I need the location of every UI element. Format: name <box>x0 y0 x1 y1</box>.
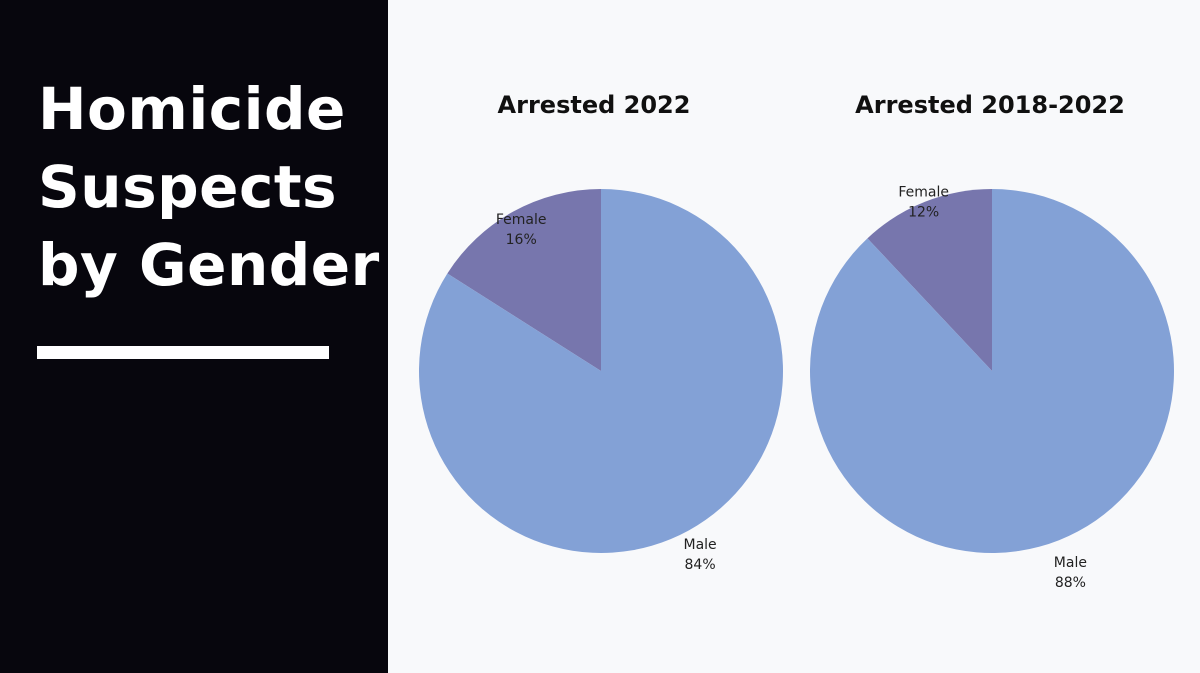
slice-value-label: 84% <box>685 557 716 573</box>
pie-slice-female <box>447 189 601 371</box>
slice-label: Male <box>1054 555 1087 571</box>
slice-value-label: 88% <box>1055 575 1086 591</box>
pie-slice-female <box>867 189 992 371</box>
pie-slice-male <box>418 189 783 553</box>
slice-label: Female <box>496 212 547 228</box>
slice-value-label: 16% <box>506 232 537 248</box>
slice-label: Female <box>898 184 949 200</box>
page-title-line: by Gender <box>38 231 380 299</box>
title-underline <box>37 346 329 359</box>
title-panel: Homicide Suspects by Gender <box>0 0 388 673</box>
page-title-line: Suspects <box>38 153 338 221</box>
slice-value-label: 12% <box>908 204 939 220</box>
pie-chart-2018-2022: Female 12% Male 88% <box>810 184 1174 591</box>
page-title-line: Homicide <box>38 75 346 143</box>
slice-label: Male <box>683 537 716 553</box>
chart-title-2022: Arrested 2022 <box>497 91 691 119</box>
page-title: Homicide Suspects by Gender <box>38 70 380 304</box>
chart-title-2018-2022: Arrested 2018-2022 <box>855 91 1125 119</box>
pie-chart-2022: Female 16% Male 84% <box>418 189 783 573</box>
pie-slice-male <box>810 189 1174 553</box>
